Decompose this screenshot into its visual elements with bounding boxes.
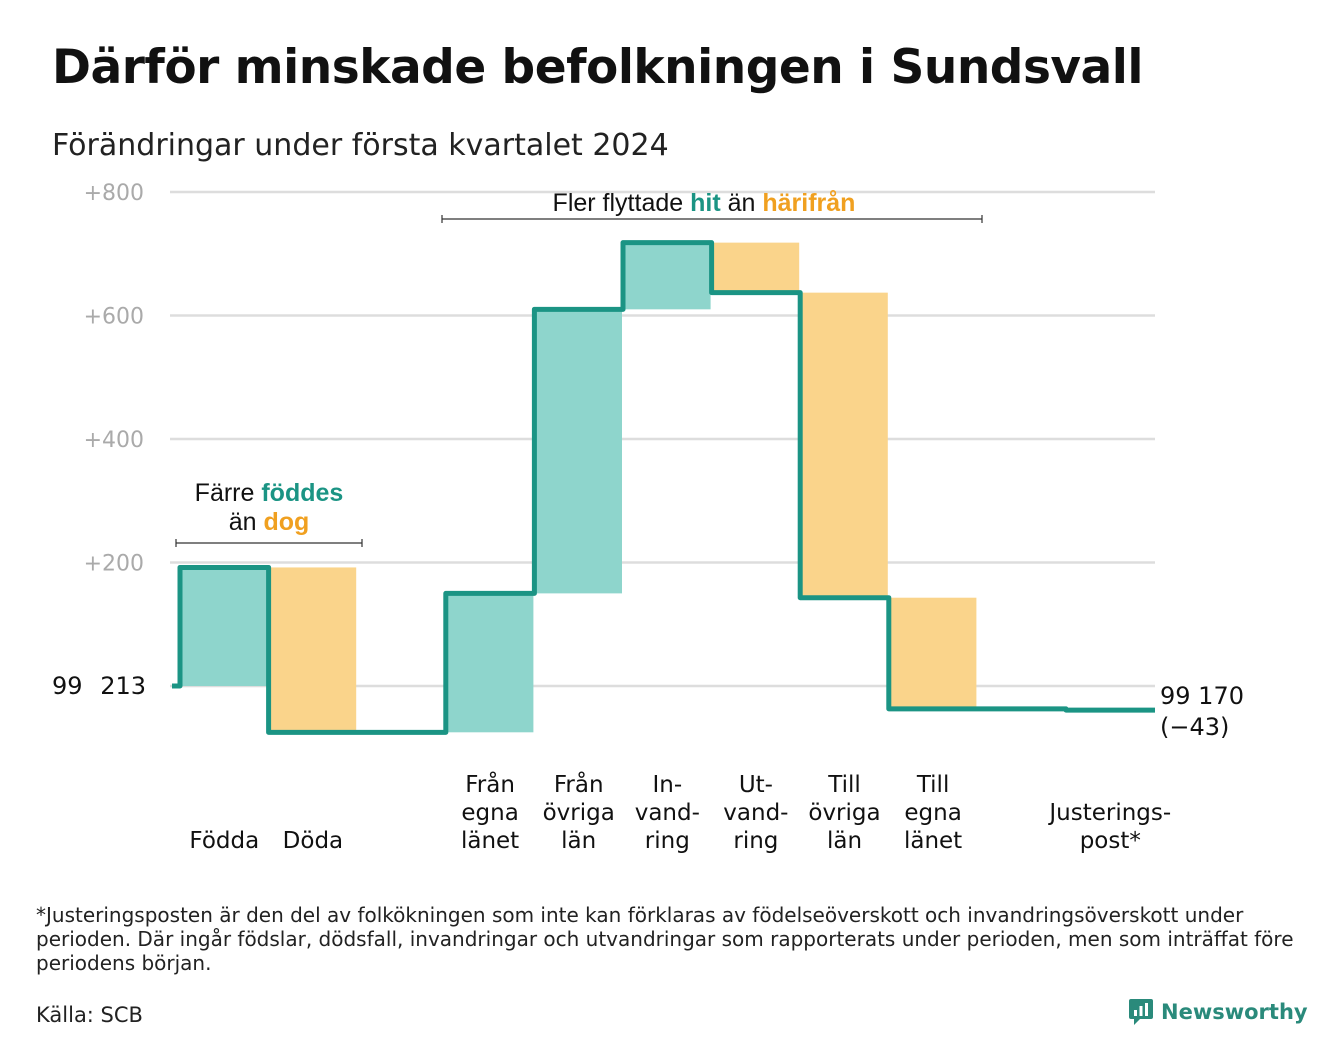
waterfall-bar: [446, 593, 534, 733]
category-label: län: [827, 828, 862, 854]
footnote: *Justeringsposten är den del av folkökni…: [36, 903, 1294, 975]
y-tick-label: +200: [84, 552, 144, 577]
waterfall-chart: +200 +400 +600 +800 99 213 99 170 (−43) Födda Död…: [52, 181, 1244, 854]
chart-title: Därför minskade befolkningen i Sundsvall: [52, 40, 1144, 95]
chart-subtitle: Förändringar under första kvartalet 2024: [52, 128, 669, 163]
newsworthy-logo-icon: [1129, 999, 1153, 1025]
category-label: Från: [554, 770, 604, 798]
end-change-label: (−43): [1160, 713, 1229, 741]
category-label: Döda: [283, 828, 343, 854]
waterfall-bar: [535, 309, 622, 594]
annotation-text: Fler flyttade hit än härifrån: [553, 189, 856, 217]
category-label: vand-: [723, 800, 788, 826]
category-label: egna: [904, 800, 961, 826]
annotation-text: än dog: [229, 508, 310, 536]
category-label: Födda: [189, 828, 259, 854]
waterfall-bar: [889, 597, 977, 709]
start-value-label: 213: [100, 672, 146, 700]
source-credit: Källa: SCB: [36, 1003, 143, 1027]
waterfall-bar: [801, 292, 888, 598]
category-label: Från: [465, 770, 515, 798]
category-label: In-: [652, 772, 682, 798]
category-label: ring: [733, 828, 778, 854]
start-value-label: 99: [52, 672, 83, 700]
category-label: Justerings-: [1047, 800, 1171, 826]
waterfall-bar: [181, 567, 268, 686]
y-tick-label: +800: [84, 181, 144, 206]
category-label: vand-: [635, 800, 700, 826]
category-label: ring: [645, 828, 690, 854]
annotation-text: Färre föddes: [195, 479, 344, 507]
category-label: länet: [461, 828, 519, 854]
end-value-label: 99 170: [1160, 682, 1244, 710]
waterfall-bar: [712, 242, 800, 293]
category-label: länet: [904, 828, 962, 854]
brand-name: Newsworthy: [1161, 1000, 1308, 1024]
category-label: Till: [916, 772, 950, 798]
waterfall-bar: [269, 567, 357, 733]
category-label: Till: [827, 772, 861, 798]
category-label: Ut-: [739, 772, 773, 798]
cumulative-step-line: [172, 240, 1158, 735]
category-label: övriga: [543, 800, 615, 826]
category-label: post*: [1080, 828, 1141, 854]
category-label: egna: [461, 800, 518, 826]
y-tick-label: +400: [84, 428, 144, 453]
category-label: övriga: [808, 800, 880, 826]
category-label: län: [561, 828, 596, 854]
waterfall-bar: [624, 242, 711, 310]
y-tick-label: +600: [84, 305, 144, 330]
brand-logo[interactable]: Newsworthy: [1128, 998, 1308, 1026]
